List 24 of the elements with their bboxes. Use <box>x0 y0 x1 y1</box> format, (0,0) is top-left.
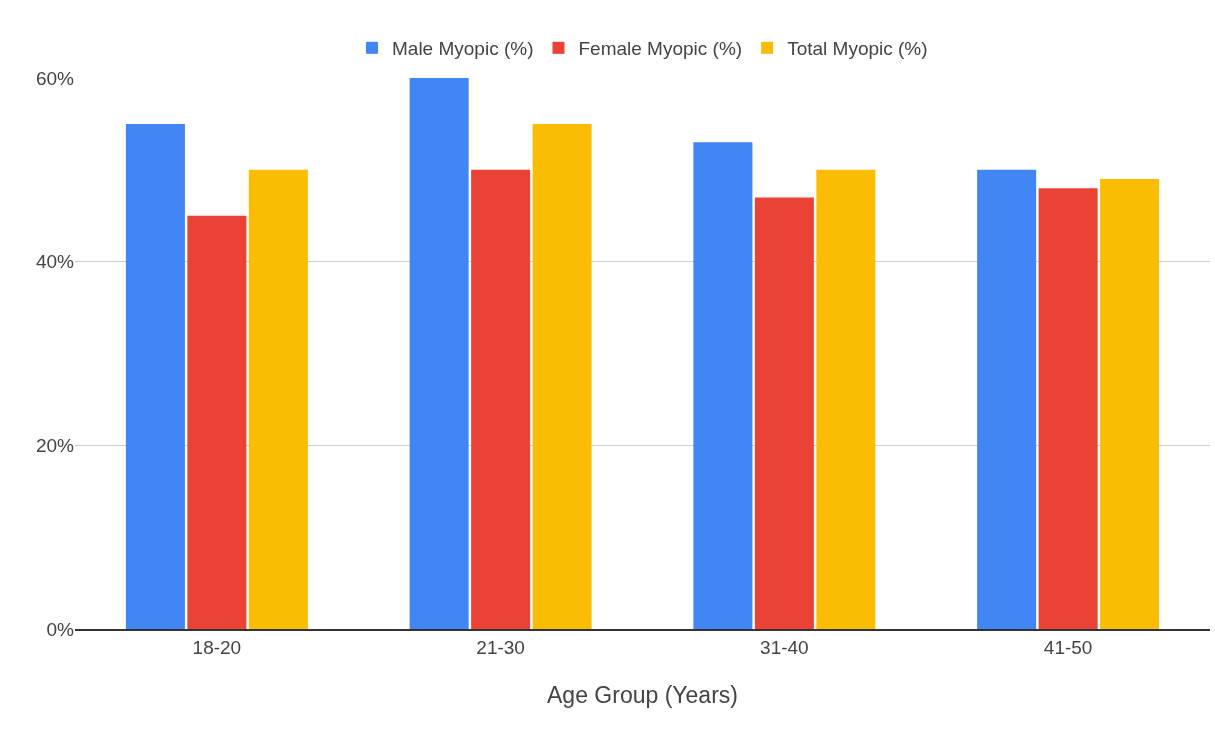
y-tick-label: 60% <box>35 67 75 89</box>
x-tick-label: 41-50 <box>1043 636 1093 658</box>
bar <box>1038 188 1098 629</box>
x-axis-title: Age Group (Years) <box>547 681 738 708</box>
x-tick-label: 21-30 <box>476 636 525 658</box>
bar <box>693 142 753 629</box>
y-tick-label: 20% <box>35 434 75 456</box>
bar <box>977 169 1037 629</box>
bar <box>1100 179 1160 629</box>
legend-label: Total Myopic (%) <box>787 38 928 60</box>
legend-label: Female Myopic (%) <box>578 38 743 60</box>
bar <box>816 169 876 629</box>
bar <box>471 169 531 629</box>
legend-label: Male Myopic (%) <box>392 38 534 60</box>
y-tick-label: 0% <box>46 618 75 640</box>
bar <box>248 169 308 629</box>
x-tick-label: 31-40 <box>760 636 809 658</box>
bar <box>409 78 469 629</box>
bar <box>187 215 247 629</box>
y-tick-label: 40% <box>35 251 75 273</box>
bar <box>754 197 814 629</box>
bar <box>532 123 592 629</box>
x-tick-label: 18-20 <box>192 636 242 658</box>
bar <box>125 123 185 629</box>
